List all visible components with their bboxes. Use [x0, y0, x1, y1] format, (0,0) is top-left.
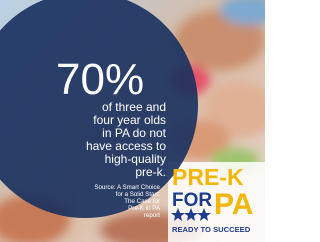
- source-line: report: [144, 212, 160, 219]
- body-line: in PA do not: [102, 126, 166, 140]
- source-line: Source: A Smart Choice: [94, 184, 160, 191]
- logo-for: FOR: [172, 190, 212, 211]
- source-line: The Case for: [124, 198, 160, 205]
- body-line: have access to: [86, 139, 166, 153]
- headline: 70%: [56, 55, 144, 104]
- body-line: four year olds: [93, 113, 166, 127]
- logo-tagline: READY TO SUCCEED: [172, 225, 251, 234]
- logo-top: PRE-K: [172, 164, 244, 190]
- body-line: pre-k.: [135, 165, 166, 179]
- source-line: Pre-K in PA: [128, 205, 161, 212]
- body-line: high-quality: [105, 152, 166, 166]
- source-line: for a Solid Start:: [116, 191, 161, 198]
- body-line: of three and: [102, 100, 166, 114]
- logo-pa: PA: [214, 188, 253, 221]
